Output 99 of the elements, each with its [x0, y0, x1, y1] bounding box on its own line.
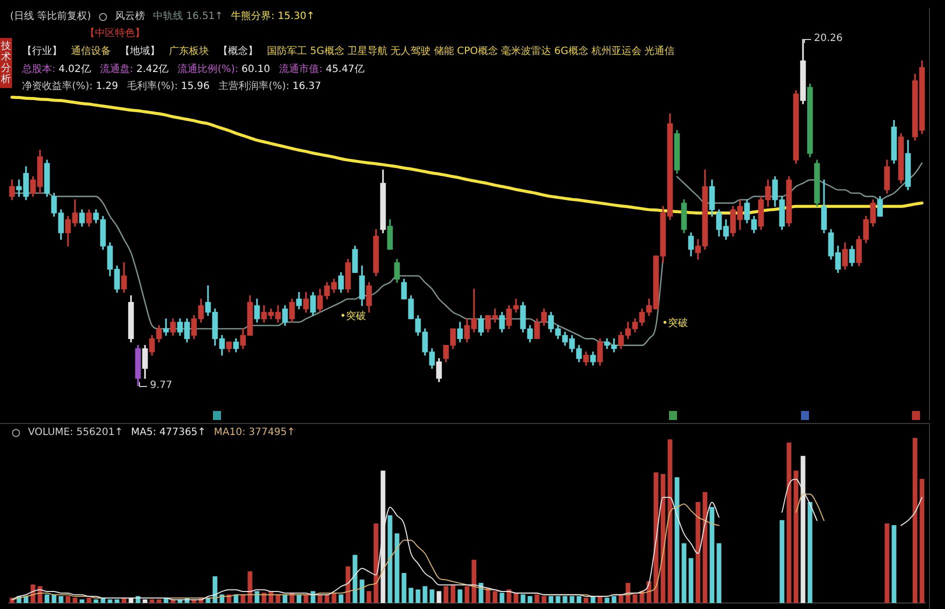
bar [534, 594, 540, 603]
bar [332, 592, 336, 603]
bar [324, 594, 330, 603]
bar [52, 594, 56, 603]
annotation: 广东板块 [169, 46, 209, 58]
bar [660, 474, 666, 603]
bar [254, 591, 260, 603]
bar [716, 543, 722, 603]
bar [514, 592, 518, 603]
bar [360, 580, 364, 603]
bar [394, 533, 400, 603]
bar [108, 599, 112, 603]
bar [570, 596, 574, 603]
annotation: 技术分析 [0, 38, 12, 88]
bar [688, 558, 694, 603]
annotation: •突破 [662, 318, 688, 330]
bar [696, 502, 700, 603]
bar [408, 588, 414, 603]
text: 牛熊分界: 15.30↑ [231, 11, 315, 23]
bar [464, 586, 470, 603]
bar [416, 589, 420, 603]
bar [576, 596, 582, 603]
text: MA10: 377495↑ [214, 427, 296, 439]
bar [422, 586, 428, 603]
bar [338, 594, 344, 603]
bar [632, 594, 638, 603]
annotation: 通信设备 [71, 46, 111, 58]
annotation: 总股本: 4.02亿 [22, 64, 91, 75]
chart-title: (日线 等比前复权) [10, 11, 91, 23]
bar [366, 591, 372, 603]
bar [44, 594, 50, 603]
bar [654, 472, 658, 603]
bar [436, 591, 442, 603]
bar [562, 596, 568, 603]
bar [444, 586, 448, 603]
chart-subtitle: 风云榜 [114, 11, 145, 23]
bar [506, 589, 512, 603]
bar [702, 492, 708, 603]
annotation: 国防军工 5G概念 卫星导航 无人驾驶 储能 CPO概念 毫米波雷达 6G概念 杭州亚运会 光通信 [267, 46, 675, 58]
bar [150, 599, 154, 603]
bar [346, 566, 350, 603]
bar [808, 502, 812, 603]
bar [58, 596, 64, 603]
bar [548, 596, 554, 603]
bar [884, 523, 890, 603]
bar [352, 554, 358, 603]
annotation: 流通比例(%): 60.10 [178, 64, 270, 75]
annotation: 20.26 [814, 33, 843, 45]
annotation: 流通市值: 45.47亿 [279, 64, 364, 75]
bar [472, 560, 476, 603]
bar [430, 589, 434, 603]
bar [156, 599, 162, 603]
bar [114, 599, 120, 603]
annotation: 9.77 [150, 380, 172, 392]
annotation: 毛利率(%): 15.96 [127, 81, 210, 92]
bar [94, 599, 98, 603]
bar [80, 599, 84, 603]
bar [66, 596, 70, 603]
bar [710, 506, 714, 603]
bar [920, 478, 924, 603]
bar [72, 598, 78, 603]
annotation: •突破 [340, 311, 366, 323]
annotation: 【中区特色】 [85, 28, 145, 40]
bar [528, 596, 532, 603]
bar [248, 571, 252, 603]
bar [520, 594, 526, 603]
bar [542, 596, 546, 603]
bar [794, 470, 798, 603]
bar [86, 598, 92, 603]
bar [458, 589, 462, 603]
bar [556, 596, 560, 603]
bar [500, 592, 504, 603]
bar [780, 520, 784, 603]
bar [674, 477, 680, 603]
bar [626, 582, 630, 603]
bar [450, 584, 456, 603]
bar [492, 591, 498, 603]
bar [682, 543, 686, 603]
bar [374, 523, 378, 603]
bar [892, 525, 896, 603]
bar [668, 439, 672, 603]
bar [402, 572, 406, 603]
bar [604, 598, 610, 603]
bar [212, 576, 218, 603]
annotation: 【行业】 [22, 46, 62, 58]
bar [262, 592, 266, 603]
bar [584, 598, 588, 603]
annotation: 【地域】 [120, 46, 160, 58]
bar [388, 515, 392, 603]
text: MA5: 477365↑ [130, 427, 206, 439]
annotation: 【概念】 [218, 46, 258, 58]
annotation: 流通盘: 2.42亿 [100, 64, 169, 75]
text: 中轨线 16.51↑ [152, 11, 224, 23]
annotation: 净资收益率(%): 1.29 [22, 81, 118, 92]
annotation: 主营利润率(%): 16.37 [218, 81, 322, 92]
bar [612, 596, 616, 603]
bar [912, 438, 918, 603]
bar [786, 442, 792, 603]
chart-title: VOLUME: 556201↑ [28, 427, 123, 439]
